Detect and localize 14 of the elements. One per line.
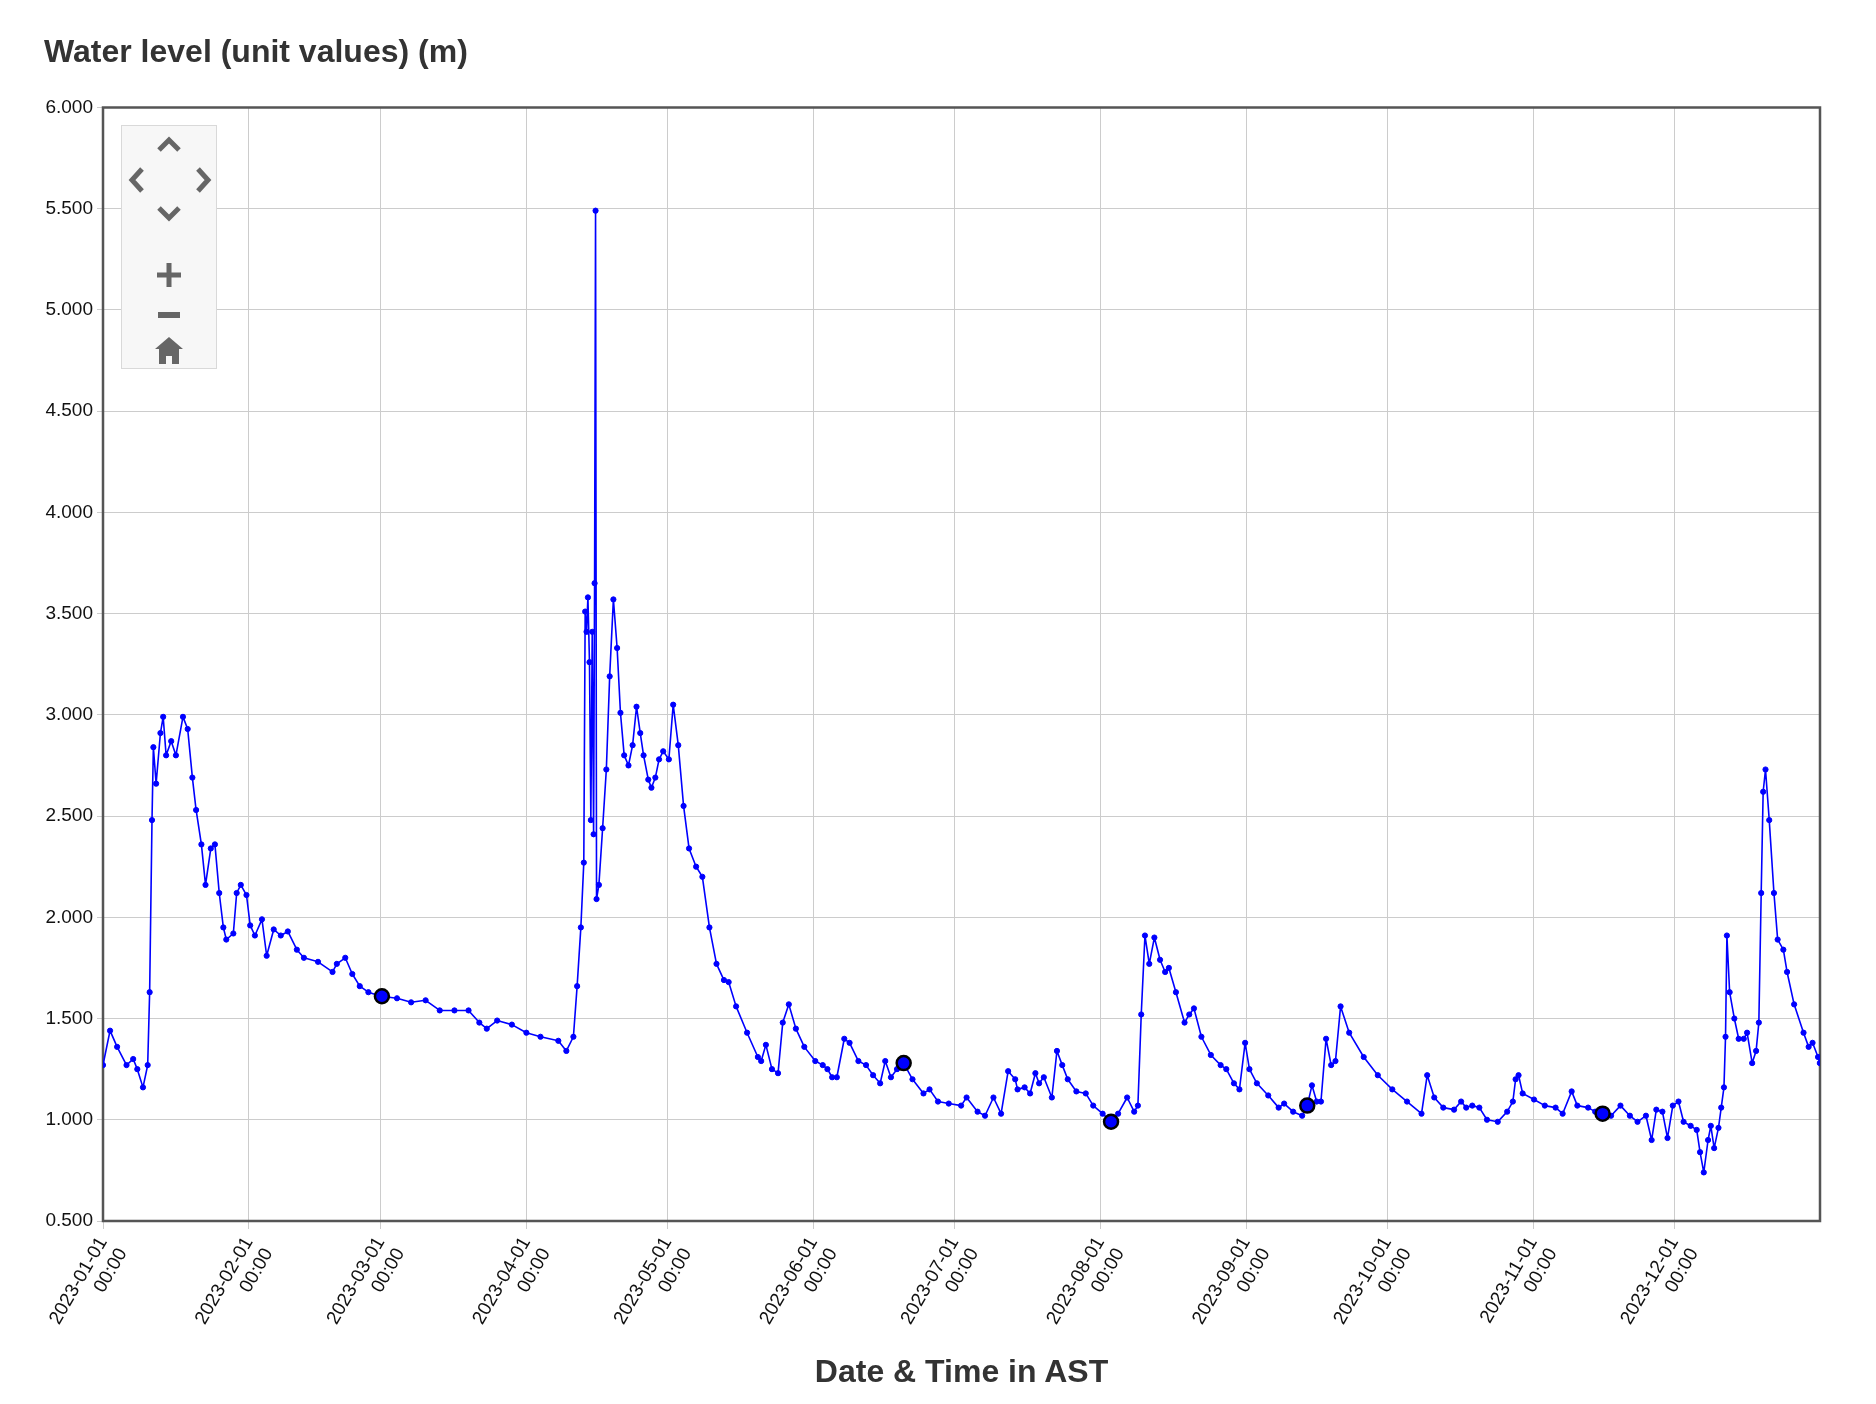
y-tick-label: 1.000: [45, 1108, 93, 1129]
y-tick-label: 6.000: [45, 95, 93, 117]
y-tick-label: 5.000: [45, 298, 93, 320]
y-tick-label: 2.500: [45, 804, 93, 826]
y-tick-label: 3.500: [45, 601, 93, 623]
y-tick-label: 1.500: [45, 1006, 93, 1028]
y-tick-label: 5.500: [45, 196, 93, 218]
chart-title: Water level (unit values) (m): [44, 33, 468, 70]
y-tick-label: 4.000: [45, 500, 93, 522]
y-tick-label: 0.500: [45, 1209, 93, 1231]
x-axis-title: Date & Time in AST: [814, 1352, 1109, 1389]
y-tick-label: 3.000: [45, 703, 93, 725]
y-tick-label: 4.500: [45, 399, 93, 421]
y-tick-label: 2.000: [45, 905, 93, 927]
